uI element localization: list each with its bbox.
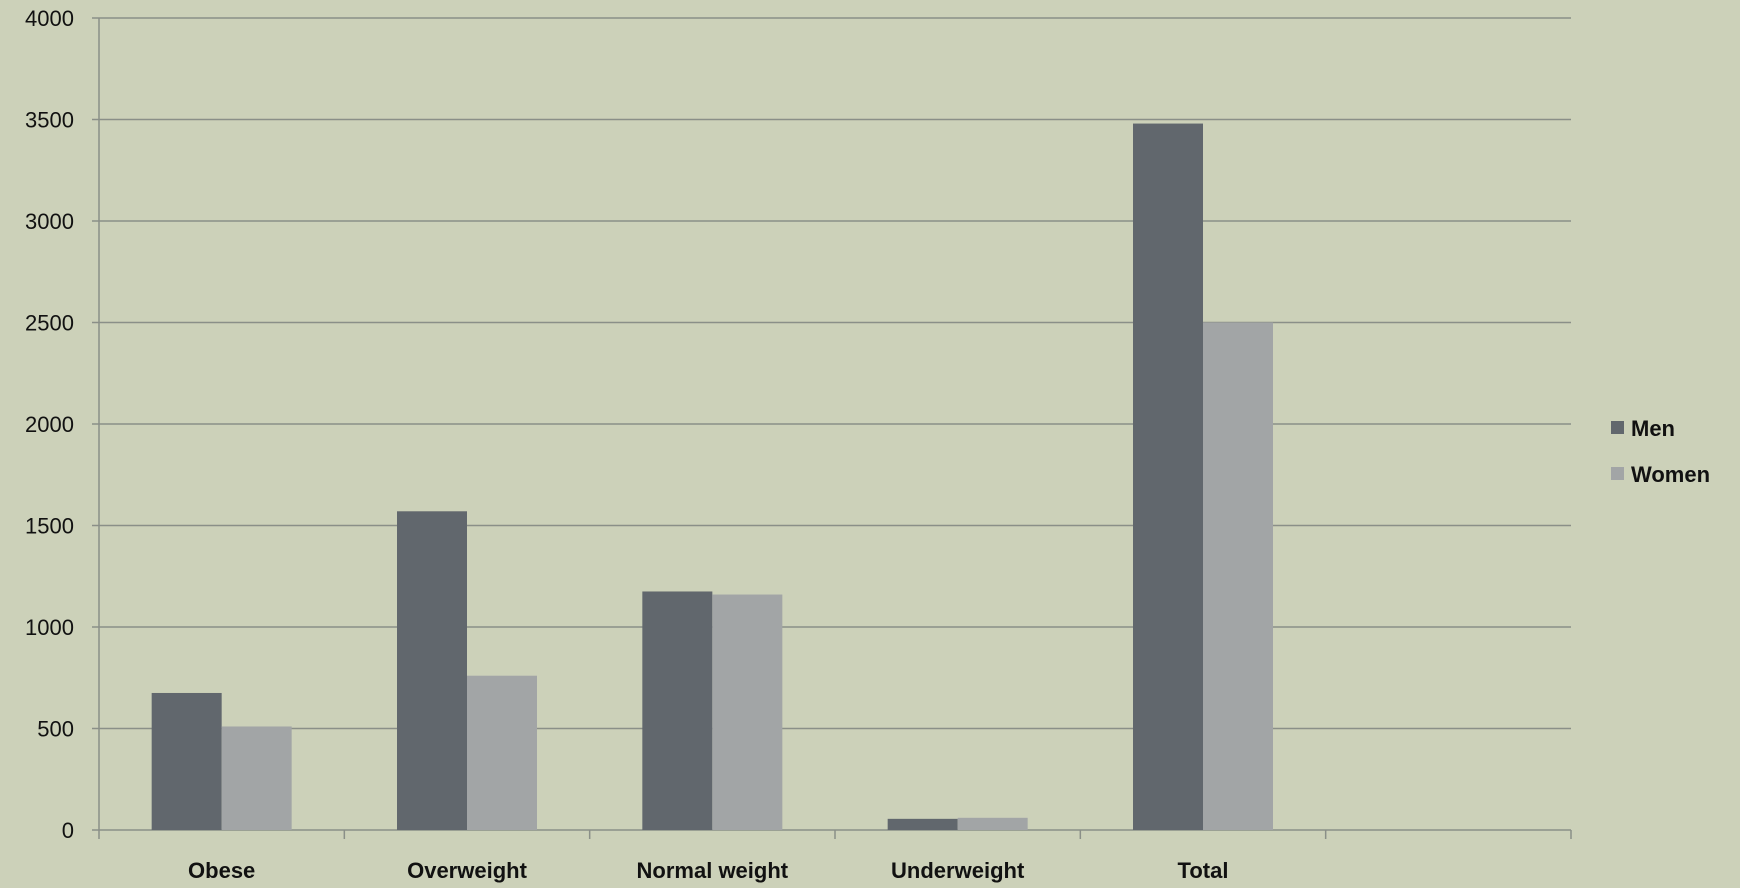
bar-women-normal-weight [712,594,783,830]
legend-swatch-men [1611,421,1624,434]
legend-label-men: Men [1631,416,1675,441]
y-axis: 0 500 1000 1500 2000 2500 3000 3500 4000 [25,6,100,843]
bar-men-total [1133,123,1203,830]
y-tick-label-2000: 2000 [25,412,74,437]
legend-label-women: Women [1631,462,1710,487]
x-tick-label-obese: Obese [188,858,255,883]
legend: Men Women [1611,416,1710,487]
x-tick-label-total: Total [1178,858,1229,883]
legend-swatch-women [1611,467,1624,480]
x-axis: Obese Overweight Normal weight Underweight T… [98,829,1572,883]
y-tick-label-0: 0 [62,818,74,843]
y-tick-label-3000: 3000 [25,209,74,234]
x-tick-label-overweight: Overweight [407,858,527,883]
x-tick-label-normal-weight: Normal weight [637,858,789,883]
bar-women-overweight [467,675,537,830]
bar-men-obese [151,692,222,830]
y-tick-label-3500: 3500 [25,108,74,133]
y-tick-label-1500: 1500 [25,514,74,539]
gridlines [99,17,1571,730]
bar-women-obese [221,726,292,830]
bar-women-underweight [957,817,1028,830]
bar-men-underweight [887,818,958,830]
bar-men-normal-weight [642,591,713,830]
y-tick-label-2500: 2500 [25,311,74,336]
y-tick-label-4000: 4000 [25,6,74,31]
y-tick-label-500: 500 [37,717,74,742]
y-tick-label-1000: 1000 [25,615,74,640]
bars [151,123,1273,830]
x-tick-label-underweight: Underweight [891,858,1025,883]
bar-women-total [1203,322,1273,830]
bar-men-overweight [397,511,467,830]
